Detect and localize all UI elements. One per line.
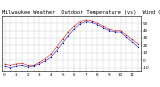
Text: Milwaukee Weather  Outdoor Temperature (vs)  Wind Chill (Last 24 Hours): Milwaukee Weather Outdoor Temperature (v… [2, 10, 160, 15]
